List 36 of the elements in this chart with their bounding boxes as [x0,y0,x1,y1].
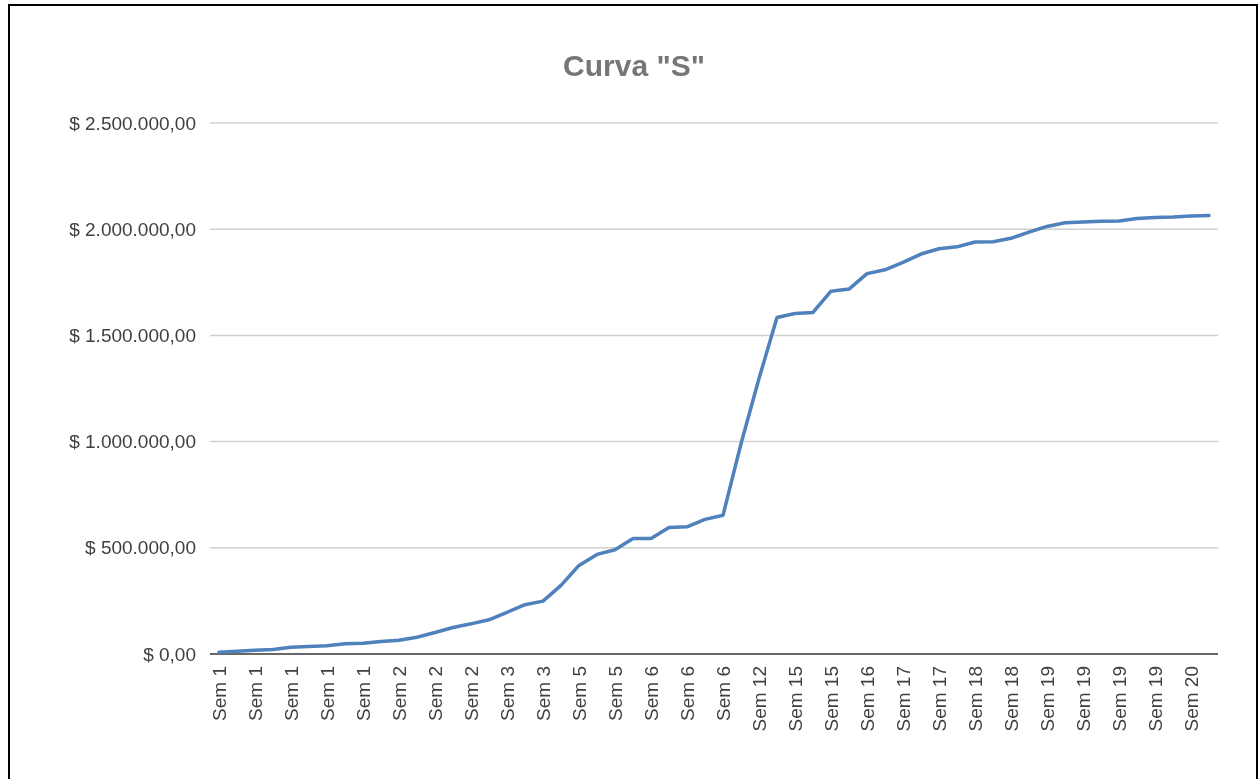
x-tick-label: Sem 20 [1181,666,1202,732]
x-tick-label: Sem 1 [209,666,230,721]
x-tick-label: Sem 12 [749,666,770,732]
x-tick-label: Sem 2 [389,666,410,721]
chart-title: Curva "S" [563,49,705,82]
x-tick-label: Sem 6 [713,666,734,721]
y-tick-label: $ 2.000.000,00 [69,218,196,240]
x-tick-label: Sem 19 [1109,666,1130,732]
x-tick-label: Sem 1 [353,666,374,721]
x-tick-label: Sem 17 [929,666,950,732]
x-tick-label: Sem 2 [425,666,446,721]
x-tick-label: Sem 3 [533,666,554,721]
x-tick-label: Sem 18 [965,666,986,732]
x-tick-label: Sem 1 [317,666,338,721]
x-tick-label: Sem 15 [785,666,806,732]
x-tick-label: Sem 19 [1037,666,1058,732]
y-tick-label: $ 500.000,00 [85,537,196,559]
x-tick-label: Sem 15 [821,666,842,732]
x-tick-label: Sem 1 [281,666,302,721]
x-tick-label: Sem 6 [677,666,698,721]
x-tick-label: Sem 5 [569,666,590,721]
x-tick-label: Sem 3 [497,666,518,721]
x-tick-label: Sem 18 [1001,666,1022,732]
x-tick-label: Sem 17 [893,666,914,732]
y-tick-label: $ 1.500.000,00 [69,325,196,347]
x-tick-label: Sem 1 [245,666,266,721]
x-tick-label: Sem 6 [641,666,662,721]
x-tick-label: Sem 19 [1073,666,1094,732]
y-tick-label: $ 1.000.000,00 [69,431,196,453]
x-tick-label: Sem 16 [857,666,878,732]
y-tick-label: $ 0,00 [143,643,196,665]
x-tick-label: Sem 5 [605,666,626,721]
y-tick-label: $ 2.500.000,00 [69,112,196,134]
x-tick-label: Sem 2 [461,666,482,721]
x-tick-label: Sem 19 [1145,666,1166,732]
line-series [217,213,1211,655]
